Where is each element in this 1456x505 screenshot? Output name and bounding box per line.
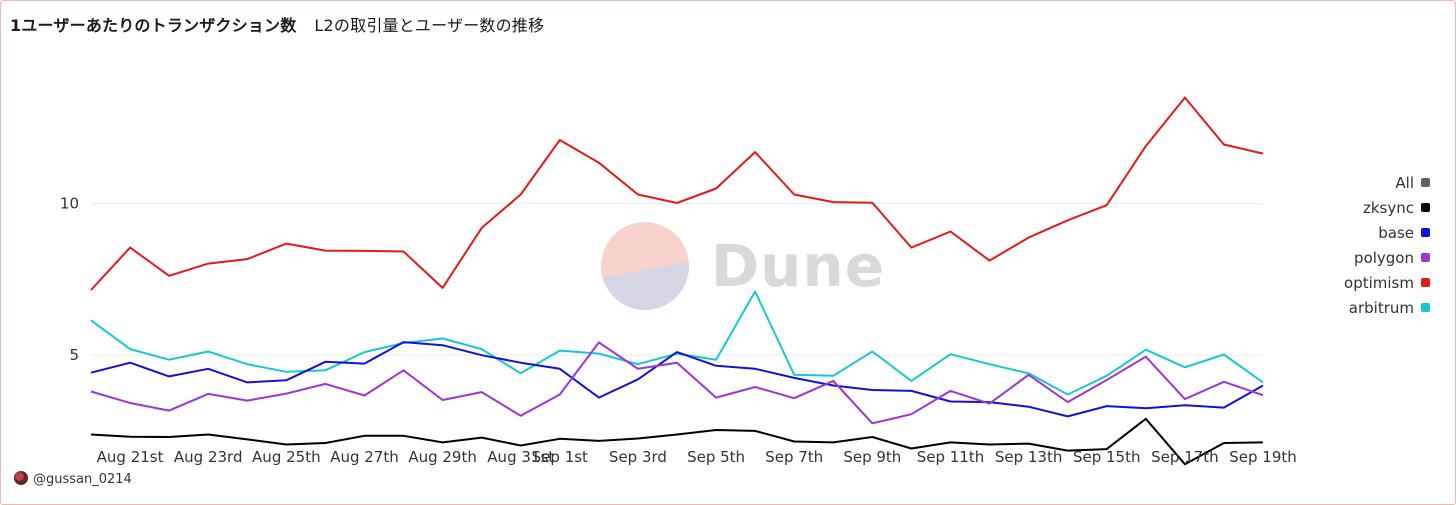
y-tick-label: 5: [69, 346, 79, 364]
legend-item-optimism[interactable]: optimism: [1344, 272, 1430, 297]
author-handle: @gussan_0214: [33, 472, 132, 487]
x-tick-label: Sep 1st: [532, 448, 588, 466]
series-line-polygon[interactable]: [90, 341, 1264, 425]
x-tick-label: Sep 19th: [1229, 448, 1297, 466]
series-line-optimism[interactable]: [90, 96, 1264, 291]
x-tick-label: Aug 27th: [330, 448, 399, 466]
legend-label: polygon: [1354, 249, 1414, 267]
chart-title: 1ユーザーあたりのトランザクション数 L2の取引量とユーザー数の推移: [10, 12, 544, 36]
x-tick-label: Aug 31st: [487, 448, 554, 466]
x-tick-label: Aug 29th: [408, 448, 477, 466]
grid-lines: [91, 203, 1263, 356]
x-tick-label: Sep 5th: [687, 448, 745, 466]
series-line-zksync[interactable]: [90, 417, 1264, 466]
x-tick-label: Aug 21st: [97, 448, 164, 466]
series-line-arbitrum[interactable]: [90, 290, 1264, 396]
x-tick-label: Sep 13th: [995, 448, 1063, 466]
legend-swatch-icon: [1421, 178, 1430, 187]
x-axis-ticks: Aug 21st Aug 23rd Aug 25th Aug 27th Aug 29th…: [97, 448, 1297, 466]
x-tick-label: Sep 9th: [843, 448, 901, 466]
legend-swatch-icon: [1421, 253, 1430, 262]
legend-item-arbitrum[interactable]: arbitrum: [1344, 297, 1430, 322]
legend: All zksync base polygon optimism arbitrum: [1344, 172, 1430, 322]
legend-label: All: [1395, 174, 1414, 192]
avatar: [14, 470, 28, 485]
author-credit: @gussan_0214: [14, 470, 132, 487]
dune-watermark: Dune: [601, 222, 884, 312]
legend-item-base[interactable]: base: [1344, 222, 1430, 247]
x-tick-label: Sep 7th: [765, 448, 823, 466]
series-line-base[interactable]: [90, 341, 1264, 418]
x-tick-label: Aug 25th: [252, 448, 321, 466]
legend-swatch-icon: [1421, 278, 1430, 287]
x-tick-label: Sep 11th: [917, 448, 985, 466]
chart-title-main: 1ユーザーあたりのトランザクション数: [10, 16, 297, 35]
y-tick-label: 10: [60, 195, 79, 213]
legend-swatch-icon: [1421, 303, 1430, 312]
y-axis-ticks: 5 10: [60, 195, 79, 365]
series-lines: [90, 96, 1264, 466]
legend-label: arbitrum: [1348, 299, 1414, 317]
legend-label: zksync: [1362, 199, 1414, 217]
legend-item-All[interactable]: All: [1344, 172, 1430, 197]
legend-item-polygon[interactable]: polygon: [1344, 247, 1430, 272]
x-tick-label: Sep 15th: [1073, 448, 1141, 466]
legend-item-zksync[interactable]: zksync: [1344, 197, 1430, 222]
legend-label: optimism: [1344, 274, 1414, 292]
chart-title-sub: L2の取引量とユーザー数の推移: [314, 16, 545, 35]
legend-label: base: [1378, 224, 1414, 242]
legend-swatch-icon: [1421, 228, 1430, 237]
dune-logo-icon: [601, 222, 689, 310]
legend-swatch-icon: [1421, 203, 1430, 212]
x-tick-label: Aug 23rd: [174, 448, 243, 466]
x-tick-label: Sep 17th: [1151, 448, 1219, 466]
x-tick-label: Sep 3rd: [609, 448, 667, 466]
watermark-text: Dune: [711, 232, 886, 300]
